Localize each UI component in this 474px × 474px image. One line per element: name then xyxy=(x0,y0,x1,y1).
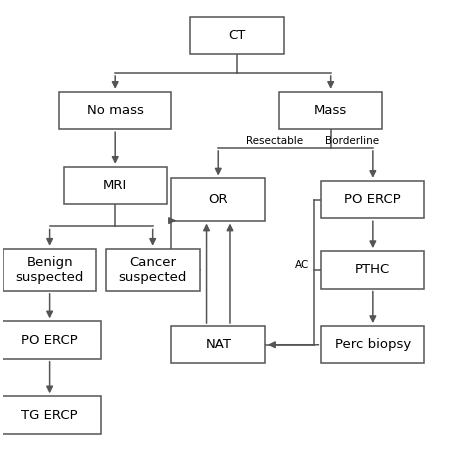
FancyBboxPatch shape xyxy=(3,249,97,291)
FancyBboxPatch shape xyxy=(64,167,167,204)
FancyBboxPatch shape xyxy=(321,181,424,218)
Text: Cancer
suspected: Cancer suspected xyxy=(118,256,187,284)
FancyBboxPatch shape xyxy=(106,249,200,291)
Text: Perc biopsy: Perc biopsy xyxy=(335,338,411,351)
FancyBboxPatch shape xyxy=(0,321,101,359)
FancyBboxPatch shape xyxy=(0,396,101,434)
FancyBboxPatch shape xyxy=(190,17,284,55)
Text: OR: OR xyxy=(209,193,228,206)
Text: No mass: No mass xyxy=(87,104,144,117)
Text: Borderline: Borderline xyxy=(325,136,379,146)
Text: Resectable: Resectable xyxy=(246,136,303,146)
FancyBboxPatch shape xyxy=(321,326,424,364)
Text: MRI: MRI xyxy=(103,179,128,192)
Text: CT: CT xyxy=(228,29,246,42)
Text: PTHC: PTHC xyxy=(355,263,391,276)
Text: Mass: Mass xyxy=(314,104,347,117)
Text: PO ERCP: PO ERCP xyxy=(345,193,401,206)
Text: Benign
suspected: Benign suspected xyxy=(16,256,84,284)
FancyBboxPatch shape xyxy=(172,178,265,220)
Text: AC: AC xyxy=(295,260,310,270)
Text: NAT: NAT xyxy=(205,338,231,351)
FancyBboxPatch shape xyxy=(321,251,424,289)
FancyBboxPatch shape xyxy=(59,92,172,129)
Text: PO ERCP: PO ERCP xyxy=(21,334,78,346)
FancyBboxPatch shape xyxy=(172,326,265,364)
FancyBboxPatch shape xyxy=(279,92,382,129)
Text: TG ERCP: TG ERCP xyxy=(21,409,78,421)
